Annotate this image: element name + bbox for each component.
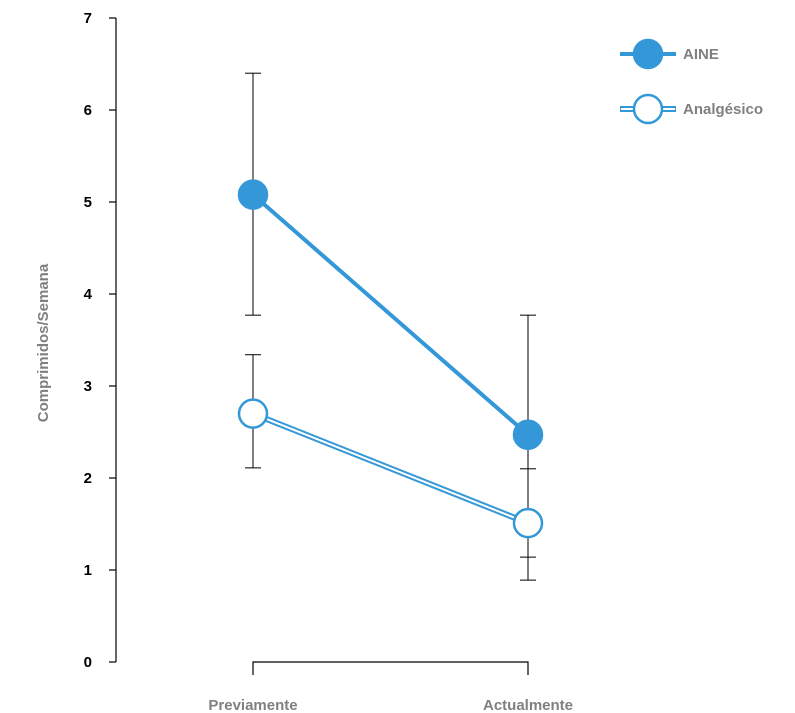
legend-marker-1 <box>632 93 664 125</box>
series-line-inner-1 <box>252 412 529 525</box>
y-tick-label-4: 4 <box>84 286 93 303</box>
legend: AINE Analgésico <box>620 38 763 125</box>
y-tick-label-5: 5 <box>84 194 92 211</box>
y-tick-label-1: 1 <box>84 562 92 579</box>
y-axis-title: Comprimidos/Semana <box>35 263 52 422</box>
error-bars-layer <box>245 72 536 581</box>
x-axis-bracket <box>252 661 529 675</box>
y-tick-label-0: 0 <box>84 654 92 671</box>
series-point-1-0 <box>237 398 269 429</box>
x-category-label-0: Previamente <box>208 697 297 713</box>
series-points-layer <box>237 179 544 539</box>
y-tick-label-6: 6 <box>84 102 92 119</box>
y-tick-label-2: 2 <box>84 470 92 487</box>
series-point-0-1 <box>512 419 544 451</box>
legend-label-0: AINE <box>683 46 719 63</box>
y-tick-label-3: 3 <box>84 378 92 395</box>
x-category-label-1: Actualmente <box>483 697 573 713</box>
axes-layer: 0 1 2 3 4 5 6 7 Previamente Actualmente <box>84 10 573 713</box>
legend-marker-0 <box>632 38 664 70</box>
series-line-0 <box>251 193 530 437</box>
series-point-1-1 <box>512 507 544 539</box>
y-tick-label-7: 7 <box>84 10 92 27</box>
series-point-0-0 <box>237 179 269 210</box>
legend-label-1: Analgésico <box>683 101 763 118</box>
series-lines-layer <box>251 193 530 526</box>
